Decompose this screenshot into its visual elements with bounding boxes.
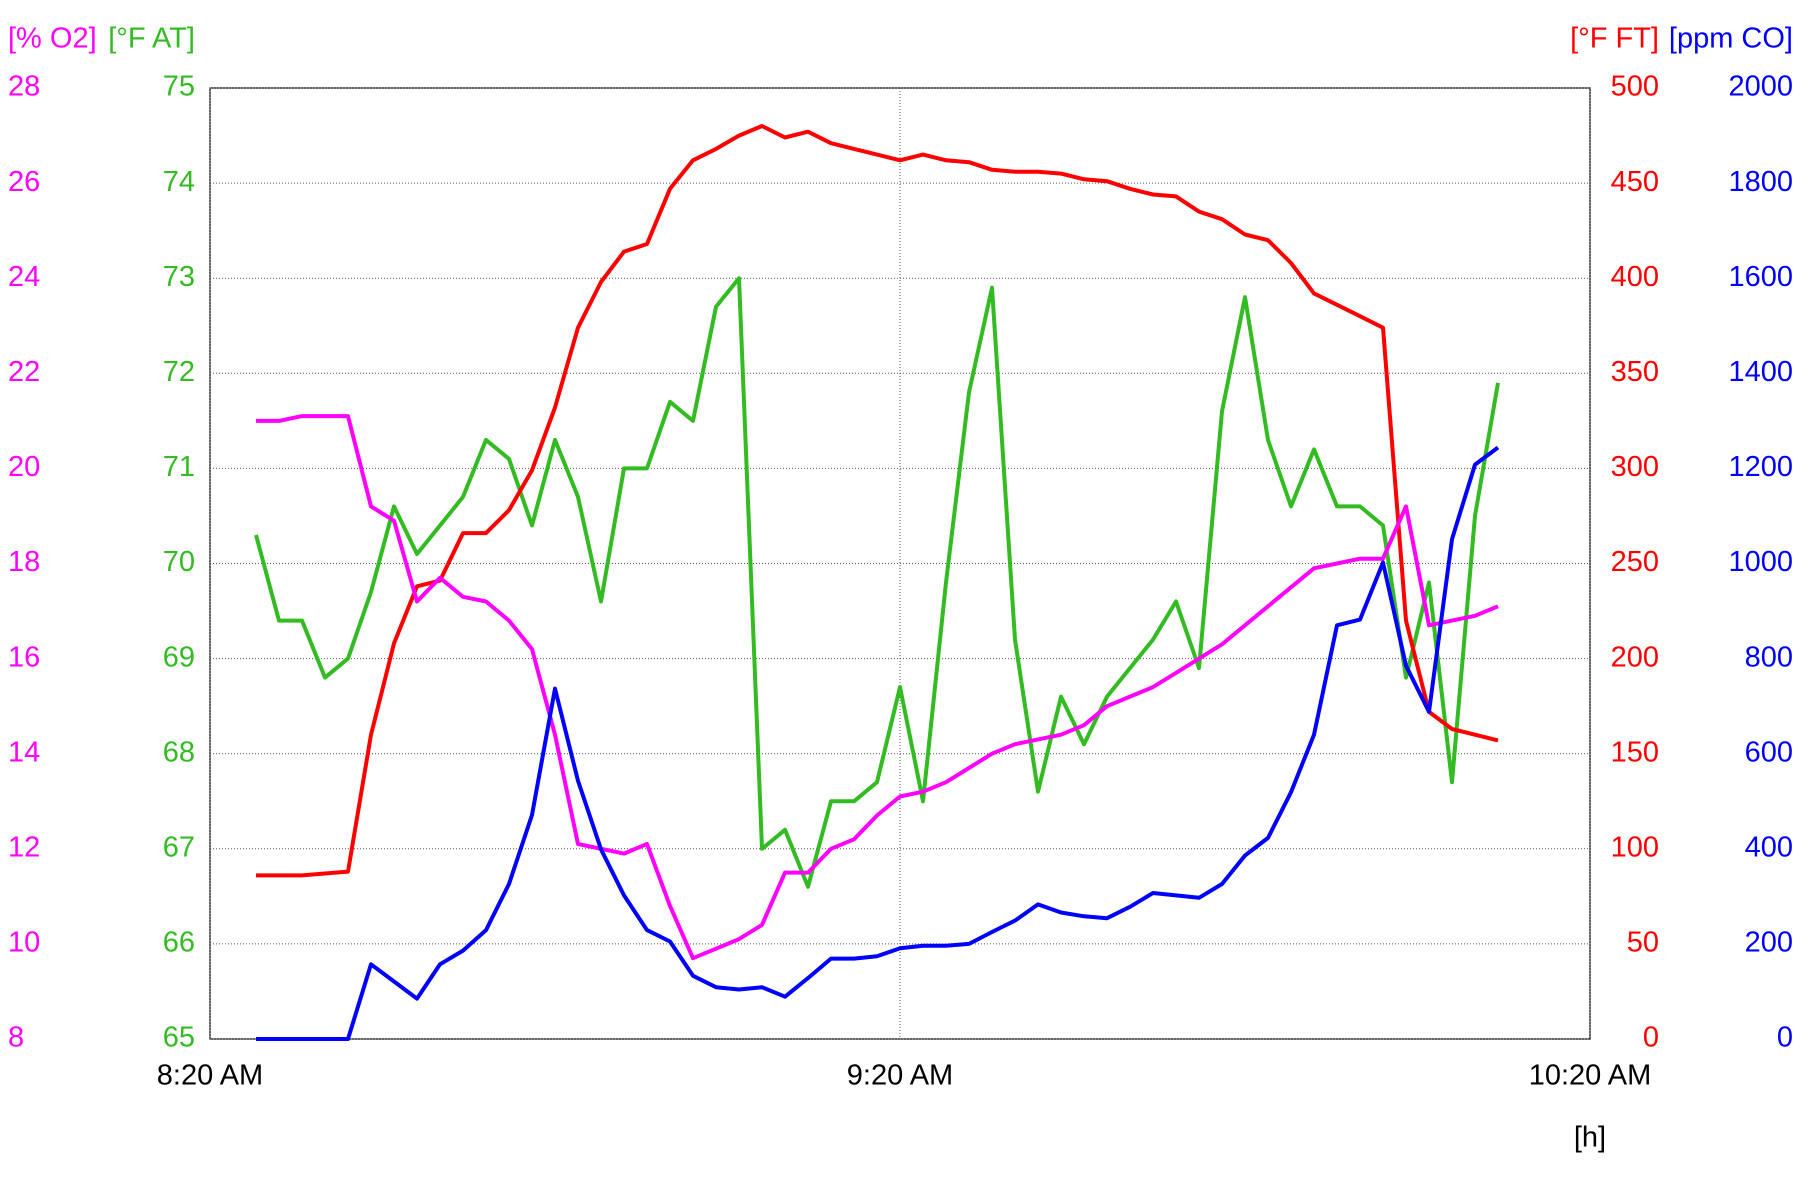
y-tick-label: 22	[8, 356, 40, 388]
y-tick-label: 200	[1611, 641, 1659, 673]
y-tick-label: 150	[1611, 736, 1659, 768]
x-axis-label: [h]	[1574, 1122, 1606, 1154]
y-axis-label: [°F FT]	[1570, 23, 1659, 55]
y-axis-label: [°F AT]	[108, 23, 195, 55]
data-line	[254, 276, 1500, 889]
y-tick-label: 74	[163, 166, 195, 198]
y-tick-label: 200	[1745, 927, 1793, 959]
data-line	[256, 124, 1499, 878]
x-tick-label: 8:20 AM	[157, 1060, 263, 1092]
y-tick-label: 100	[1611, 831, 1659, 863]
y-tick-label: 400	[1611, 261, 1659, 293]
y-tick-label: 68	[163, 736, 195, 768]
y-tick-label: 72	[163, 356, 195, 388]
data-line	[256, 414, 1499, 961]
y-tick-label: 450	[1611, 166, 1659, 198]
y-tick-label: 69	[163, 641, 195, 673]
y-tick-label: 8	[8, 1022, 24, 1054]
y-tick-label: 800	[1745, 641, 1793, 673]
y-tick-label: 1800	[1728, 166, 1793, 198]
y-tick-label: 50	[1627, 927, 1659, 959]
data-line	[256, 445, 1500, 1041]
y-tick-label: 1000	[1728, 546, 1793, 578]
y-tick-label: 67	[163, 831, 195, 863]
y-tick-label: 1200	[1728, 451, 1793, 483]
y-tick-label: 12	[8, 831, 40, 863]
y-tick-label: 2000	[1728, 71, 1793, 103]
y-tick-label: 600	[1745, 736, 1793, 768]
x-tick-label: 10:20 AM	[1529, 1060, 1652, 1092]
y-tick-label: 1600	[1728, 261, 1793, 293]
y-tick-label: 300	[1611, 451, 1659, 483]
y-tick-label: 14	[8, 736, 40, 768]
y-tick-label: 75	[163, 71, 195, 103]
y-tick-label: 71	[163, 451, 195, 483]
y-tick-label: 66	[163, 927, 195, 959]
y-tick-label: 500	[1611, 71, 1659, 103]
y-tick-label: 400	[1745, 831, 1793, 863]
y-tick-label: 0	[1643, 1022, 1659, 1054]
y-axis-label: [% O2]	[8, 23, 97, 55]
y-tick-label: 70	[163, 546, 195, 578]
y-tick-label: 0	[1777, 1022, 1793, 1054]
y-axis-label: [ppm CO]	[1669, 23, 1793, 55]
y-tick-label: 1400	[1728, 356, 1793, 388]
y-tick-label: 65	[163, 1022, 195, 1054]
y-tick-label: 28	[8, 71, 40, 103]
y-tick-label: 26	[8, 166, 40, 198]
x-tick-label: 9:20 AM	[847, 1060, 953, 1092]
y-tick-label: 10	[8, 927, 40, 959]
y-tick-label: 24	[8, 261, 40, 293]
y-tick-label: 73	[163, 261, 195, 293]
y-tick-label: 250	[1611, 546, 1659, 578]
y-tick-label: 20	[8, 451, 40, 483]
y-tick-label: 18	[8, 546, 40, 578]
y-tick-label: 350	[1611, 356, 1659, 388]
y-tick-label: 16	[8, 641, 40, 673]
